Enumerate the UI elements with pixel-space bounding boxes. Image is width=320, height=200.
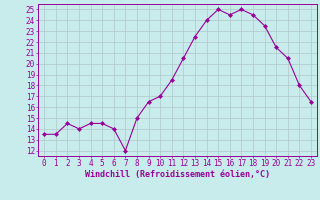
X-axis label: Windchill (Refroidissement éolien,°C): Windchill (Refroidissement éolien,°C) xyxy=(85,170,270,179)
